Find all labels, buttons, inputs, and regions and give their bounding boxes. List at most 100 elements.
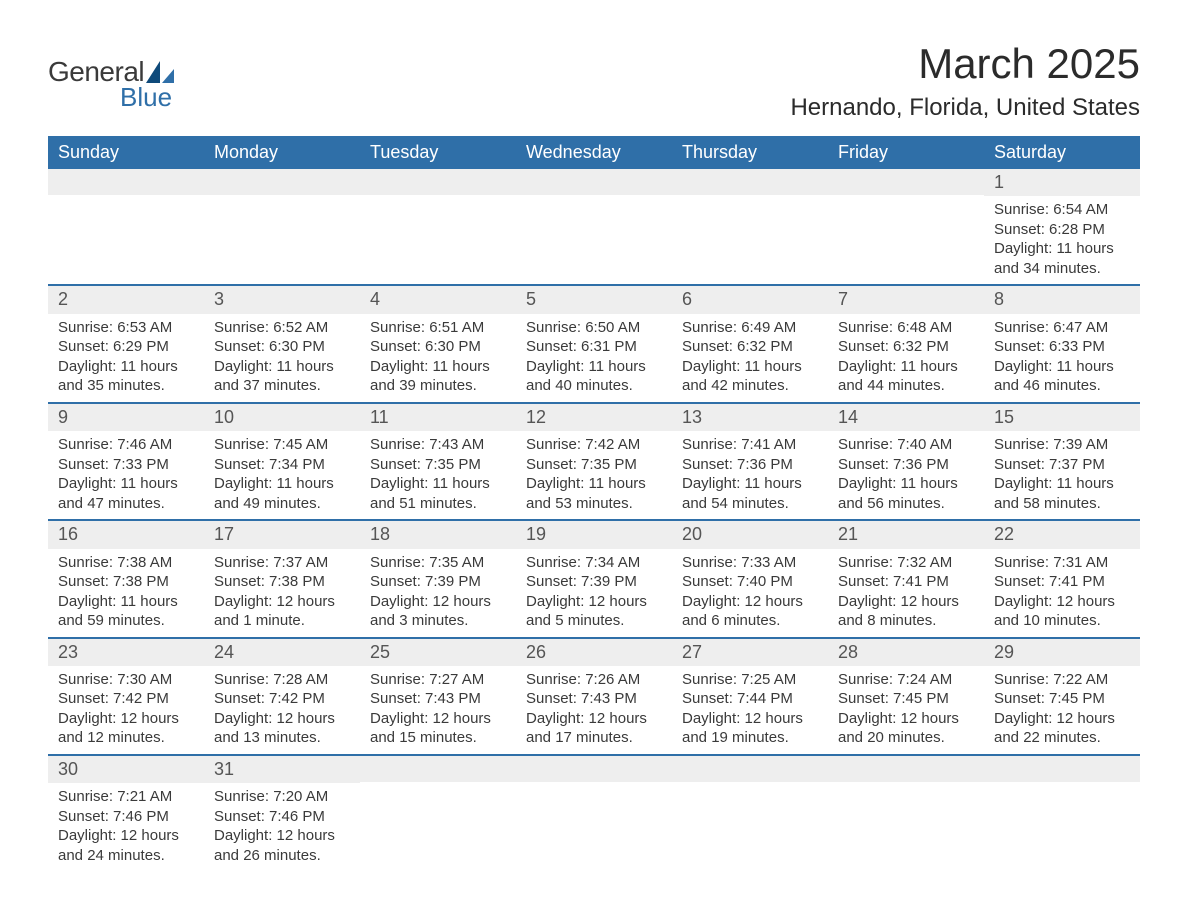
calendar-cell: 16Sunrise: 7:38 AMSunset: 7:38 PMDayligh…	[48, 520, 204, 637]
day-number: 15	[984, 404, 1140, 431]
calendar-cell	[828, 169, 984, 285]
sunset-line: Sunset: 7:40 PM	[682, 572, 818, 592]
calendar-cell: 15Sunrise: 7:39 AMSunset: 7:37 PMDayligh…	[984, 403, 1140, 520]
sunrise-line: Sunrise: 6:47 AM	[994, 318, 1130, 338]
day-number: 17	[204, 521, 360, 548]
daylight-line: Daylight: 11 hours and 54 minutes.	[682, 474, 818, 513]
daylight-line: Daylight: 11 hours and 42 minutes.	[682, 357, 818, 396]
sunset-line: Sunset: 7:43 PM	[370, 689, 506, 709]
calendar-cell: 3Sunrise: 6:52 AMSunset: 6:30 PMDaylight…	[204, 285, 360, 402]
day-body: Sunrise: 7:40 AMSunset: 7:36 PMDaylight:…	[828, 431, 984, 519]
brand-word-2: Blue	[120, 84, 174, 110]
day-body	[672, 195, 828, 275]
sunset-line: Sunset: 7:45 PM	[838, 689, 974, 709]
daylight-line: Daylight: 11 hours and 58 minutes.	[994, 474, 1130, 513]
day-body: Sunrise: 6:53 AMSunset: 6:29 PMDaylight:…	[48, 314, 204, 402]
day-body: Sunrise: 7:46 AMSunset: 7:33 PMDaylight:…	[48, 431, 204, 519]
daylight-line: Daylight: 11 hours and 34 minutes.	[994, 239, 1130, 278]
daylight-line: Daylight: 12 hours and 3 minutes.	[370, 592, 506, 631]
daylight-line: Daylight: 12 hours and 26 minutes.	[214, 826, 350, 865]
day-header: Friday	[828, 136, 984, 169]
calendar-cell: 12Sunrise: 7:42 AMSunset: 7:35 PMDayligh…	[516, 403, 672, 520]
sunset-line: Sunset: 7:43 PM	[526, 689, 662, 709]
sunset-line: Sunset: 7:41 PM	[838, 572, 974, 592]
sunrise-line: Sunrise: 7:39 AM	[994, 435, 1130, 455]
sunset-line: Sunset: 7:38 PM	[214, 572, 350, 592]
calendar-cell	[672, 169, 828, 285]
day-header: Sunday	[48, 136, 204, 169]
sunset-line: Sunset: 7:35 PM	[370, 455, 506, 475]
day-number: 21	[828, 521, 984, 548]
day-number	[360, 756, 516, 782]
sail-icon	[146, 61, 174, 83]
calendar-cell: 25Sunrise: 7:27 AMSunset: 7:43 PMDayligh…	[360, 638, 516, 755]
calendar-cell	[516, 755, 672, 871]
day-body	[828, 782, 984, 862]
day-number: 1	[984, 169, 1140, 196]
daylight-line: Daylight: 12 hours and 5 minutes.	[526, 592, 662, 631]
day-body: Sunrise: 7:27 AMSunset: 7:43 PMDaylight:…	[360, 666, 516, 754]
calendar-cell: 28Sunrise: 7:24 AMSunset: 7:45 PMDayligh…	[828, 638, 984, 755]
sunrise-line: Sunrise: 7:25 AM	[682, 670, 818, 690]
day-body: Sunrise: 7:24 AMSunset: 7:45 PMDaylight:…	[828, 666, 984, 754]
calendar-cell	[360, 169, 516, 285]
day-body: Sunrise: 6:50 AMSunset: 6:31 PMDaylight:…	[516, 314, 672, 402]
sunset-line: Sunset: 7:45 PM	[994, 689, 1130, 709]
sunrise-line: Sunrise: 7:37 AM	[214, 553, 350, 573]
daylight-line: Daylight: 12 hours and 6 minutes.	[682, 592, 818, 631]
calendar-cell: 27Sunrise: 7:25 AMSunset: 7:44 PMDayligh…	[672, 638, 828, 755]
day-body: Sunrise: 7:25 AMSunset: 7:44 PMDaylight:…	[672, 666, 828, 754]
sunrise-line: Sunrise: 6:50 AM	[526, 318, 662, 338]
daylight-line: Daylight: 12 hours and 12 minutes.	[58, 709, 194, 748]
sunrise-line: Sunrise: 6:54 AM	[994, 200, 1130, 220]
sunset-line: Sunset: 6:32 PM	[838, 337, 974, 357]
daylight-line: Daylight: 11 hours and 49 minutes.	[214, 474, 350, 513]
calendar-cell: 5Sunrise: 6:50 AMSunset: 6:31 PMDaylight…	[516, 285, 672, 402]
calendar-cell	[360, 755, 516, 871]
daylight-line: Daylight: 11 hours and 39 minutes.	[370, 357, 506, 396]
calendar-cell	[984, 755, 1140, 871]
title-block: March 2025 Hernando, Florida, United Sta…	[790, 40, 1140, 132]
sunrise-line: Sunrise: 7:40 AM	[838, 435, 974, 455]
day-number: 13	[672, 404, 828, 431]
day-number: 6	[672, 286, 828, 313]
day-number: 4	[360, 286, 516, 313]
calendar-cell: 9Sunrise: 7:46 AMSunset: 7:33 PMDaylight…	[48, 403, 204, 520]
day-number: 23	[48, 639, 204, 666]
sunrise-line: Sunrise: 7:21 AM	[58, 787, 194, 807]
day-number	[516, 756, 672, 782]
sunset-line: Sunset: 7:46 PM	[214, 807, 350, 827]
daylight-line: Daylight: 11 hours and 35 minutes.	[58, 357, 194, 396]
day-body: Sunrise: 7:42 AMSunset: 7:35 PMDaylight:…	[516, 431, 672, 519]
day-number	[828, 169, 984, 195]
month-title: March 2025	[790, 40, 1140, 88]
day-body: Sunrise: 7:33 AMSunset: 7:40 PMDaylight:…	[672, 549, 828, 637]
daylight-line: Daylight: 11 hours and 44 minutes.	[838, 357, 974, 396]
calendar-cell: 2Sunrise: 6:53 AMSunset: 6:29 PMDaylight…	[48, 285, 204, 402]
calendar-cell: 29Sunrise: 7:22 AMSunset: 7:45 PMDayligh…	[984, 638, 1140, 755]
day-number	[984, 756, 1140, 782]
calendar-cell	[48, 169, 204, 285]
calendar-table: SundayMondayTuesdayWednesdayThursdayFrid…	[48, 136, 1140, 871]
day-number: 11	[360, 404, 516, 431]
day-body	[984, 782, 1140, 862]
sunset-line: Sunset: 7:44 PM	[682, 689, 818, 709]
daylight-line: Daylight: 11 hours and 47 minutes.	[58, 474, 194, 513]
day-body	[360, 195, 516, 275]
daylight-line: Daylight: 11 hours and 59 minutes.	[58, 592, 194, 631]
calendar-cell: 10Sunrise: 7:45 AMSunset: 7:34 PMDayligh…	[204, 403, 360, 520]
day-number: 18	[360, 521, 516, 548]
day-body: Sunrise: 7:37 AMSunset: 7:38 PMDaylight:…	[204, 549, 360, 637]
day-header: Tuesday	[360, 136, 516, 169]
day-body	[204, 195, 360, 275]
sunrise-line: Sunrise: 6:53 AM	[58, 318, 194, 338]
calendar-cell: 6Sunrise: 6:49 AMSunset: 6:32 PMDaylight…	[672, 285, 828, 402]
sunrise-line: Sunrise: 7:42 AM	[526, 435, 662, 455]
sunrise-line: Sunrise: 7:43 AM	[370, 435, 506, 455]
sunrise-line: Sunrise: 7:33 AM	[682, 553, 818, 573]
calendar-cell: 1Sunrise: 6:54 AMSunset: 6:28 PMDaylight…	[984, 169, 1140, 285]
day-body: Sunrise: 6:51 AMSunset: 6:30 PMDaylight:…	[360, 314, 516, 402]
day-body	[828, 195, 984, 275]
day-number	[828, 756, 984, 782]
sunrise-line: Sunrise: 6:48 AM	[838, 318, 974, 338]
